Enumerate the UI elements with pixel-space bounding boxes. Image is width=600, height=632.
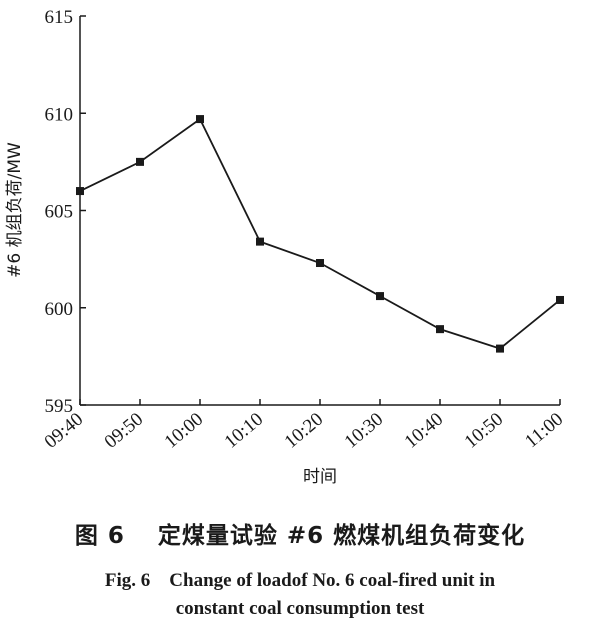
y-tick-label: 610 [45,104,74,125]
x-axis-title: 时间 [303,467,337,487]
data-point-marker [256,237,264,246]
data-point-marker [556,295,564,304]
data-point-marker [496,344,504,353]
y-tick-label: 615 [45,7,74,28]
x-tick-label: 11:00 [521,409,567,452]
x-ticks: 09:40 09:50 10:00 10:10 10:20 10:30 10:40 10:50… [41,399,567,453]
data-point-marker [436,325,444,334]
series-line [79,117,561,350]
data-point-marker [376,292,384,301]
x-tick-label: 10:30 [341,409,388,453]
chart-series [76,115,564,353]
y-tick-label: 600 [45,299,74,320]
data-point-marker [76,187,84,196]
figure-caption-zh: 图 6 定煤量试验 #6 燃煤机组负荷变化 [74,523,526,549]
data-point-marker [196,115,204,124]
figure-caption-en-line1: Fig. 6 Change of loadof No. 6 coal-fired… [104,570,496,591]
figure-caption-en-line2: constant coal consumption test [175,598,425,619]
y-tick-label: 605 [45,202,74,223]
y-ticks: 595 600 605 610 615 [45,7,86,417]
y-tick-label: 595 [45,396,74,417]
y-axis-title: #6 机组负荷/MW [5,142,25,278]
x-tick-label: 10:00 [161,409,208,453]
x-tick-label: 10:20 [281,409,328,453]
data-point-marker [136,157,144,166]
chart-axes [79,16,560,406]
x-tick-label: 10:10 [221,409,268,453]
x-tick-label: 10:40 [401,409,448,453]
x-tick-label: 09:50 [101,409,148,453]
x-tick-label: 10:50 [461,409,508,453]
data-point-marker [316,259,324,268]
